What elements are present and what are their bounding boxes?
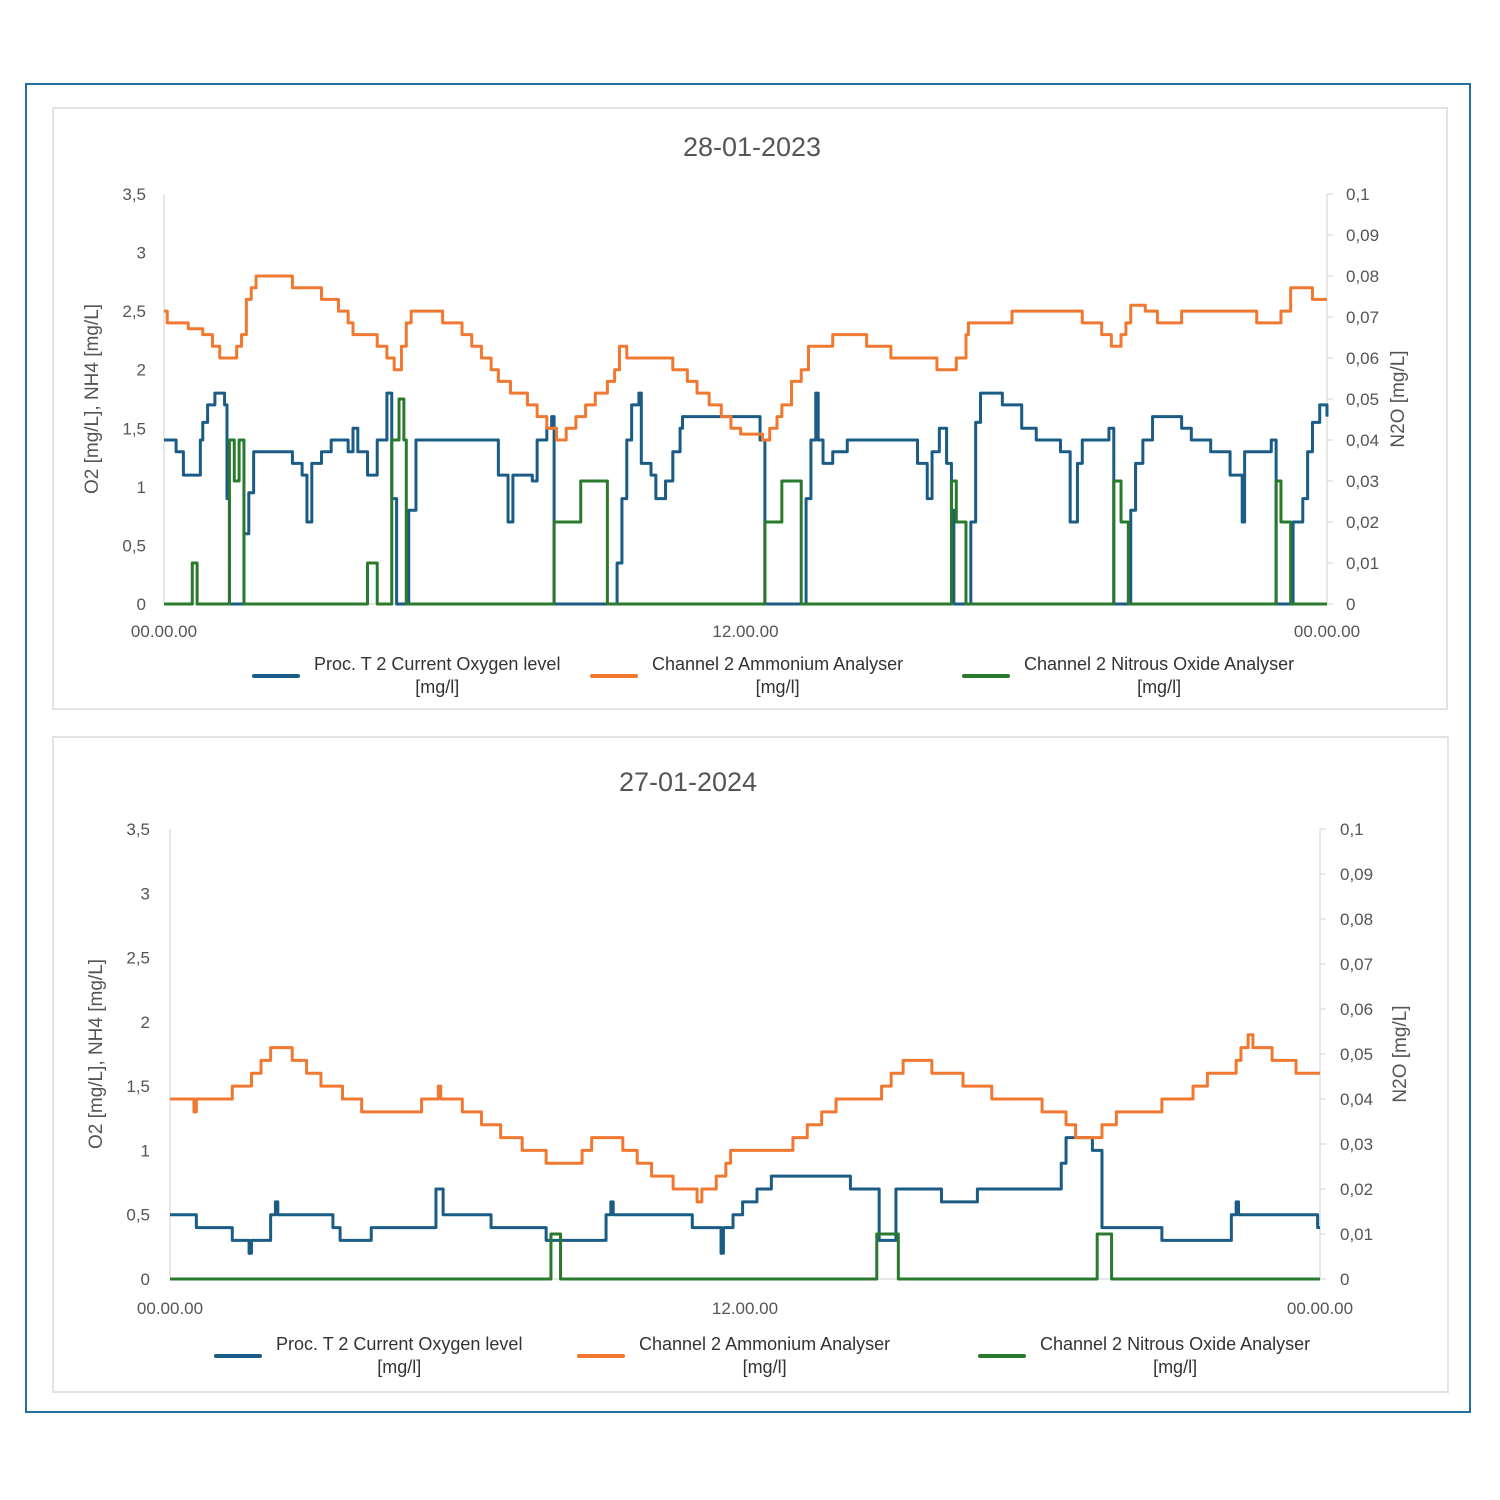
legend-swatch-oxygen (214, 1354, 262, 1358)
legend-label: Channel 2 Nitrous Oxide Analyser (1040, 1334, 1311, 1354)
y-tick-label: 1 (137, 478, 146, 497)
y-tick-label: 3 (141, 884, 150, 903)
legend-item-oxygen: Proc. T 2 Current Oxygen level [mg/l] (252, 653, 560, 699)
y-tick-label: 1 (141, 1141, 150, 1160)
y2-axis-label: N2O [mg/L] (1390, 1005, 1411, 1102)
y2-tick-label: 0,1 (1346, 185, 1370, 204)
y2-tick-label: 0,04 (1340, 1090, 1373, 1109)
y-axis-label: O2 [mg/L], NH4 [mg/L] (86, 959, 107, 1149)
x-tick-label: 00.00.00 (137, 1299, 203, 1318)
series-line-nitrous-oxide (170, 1232, 1320, 1281)
series-line-oxygen (170, 1136, 1320, 1255)
y-tick-label: 3,5 (122, 185, 146, 204)
legend-label-unit: [mg/l] (755, 677, 800, 697)
y2-tick-label: 0,08 (1346, 267, 1379, 286)
y2-tick-label: 0,02 (1340, 1180, 1373, 1199)
y-tick-label: 0 (141, 1270, 150, 1289)
y2-tick-label: 0,09 (1346, 226, 1379, 245)
legend-swatch-nitrous-oxide (962, 674, 1010, 678)
x-tick-label: 00.00.00 (1287, 1299, 1353, 1318)
y2-tick-label: 0 (1346, 595, 1355, 614)
y2-tick-label: 0,02 (1346, 513, 1379, 532)
y-tick-label: 2 (137, 361, 146, 380)
y2-tick-label: 0,01 (1346, 554, 1379, 573)
x-tick-label: 12.00.00 (712, 1299, 778, 1318)
legend-item-nitrous-oxide: Channel 2 Nitrous Oxide Analyser [mg/l] (978, 1333, 1310, 1379)
chart-title: 28-01-2023 (683, 132, 821, 162)
y-tick-label: 0,5 (126, 1206, 150, 1225)
legend-label: Channel 2 Ammonium Analyser (652, 654, 904, 674)
x-tick-label: 00.00.00 (1294, 622, 1360, 641)
y-tick-label: 3 (137, 244, 146, 263)
legend-swatch-nitrous-oxide (978, 1354, 1026, 1358)
x-tick-label: 12.00.00 (712, 622, 778, 641)
legend-label: Proc. T 2 Current Oxygen level (276, 1334, 523, 1354)
legend-label-unit: [mg/l] (1153, 1357, 1198, 1377)
y2-tick-label: 0 (1340, 1270, 1349, 1289)
y2-tick-label: 0,01 (1340, 1225, 1373, 1244)
y2-tick-label: 0,07 (1340, 955, 1373, 974)
legend-item-oxygen: Proc. T 2 Current Oxygen level [mg/l] (214, 1333, 522, 1379)
y-tick-label: 2,5 (126, 949, 150, 968)
y2-tick-label: 0,04 (1346, 431, 1379, 450)
x-tick-label: 00.00.00 (131, 622, 197, 641)
chart-svg-2023: 28-01-2023 0 0,5 1 1,5 2 2,5 3 3,5 0 0,01 0,02 0,03 0… (82, 132, 1409, 641)
legend-swatch-ammonium (590, 674, 638, 678)
series-line-ammonium (170, 1033, 1320, 1204)
legend-item-ammonium: Channel 2 Ammonium Analyser [mg/l] (577, 1333, 890, 1379)
y-tick-label: 2,5 (122, 302, 146, 321)
y2-axis-label: N2O [mg/L] (1388, 350, 1409, 447)
chart-panel-2024: 27-01-2024 0 0,5 1 1,5 2 2,5 3 3,5 0 0,01 0,02 0,03 0… (52, 736, 1449, 1393)
y2-tick-label: 0,1 (1340, 820, 1364, 839)
figure-border (25, 83, 1471, 1413)
legend-label: Channel 2 Ammonium Analyser (639, 1334, 891, 1354)
y2-tick-label: 0,03 (1340, 1135, 1373, 1154)
y2-tick-label: 0,05 (1340, 1045, 1373, 1064)
series-line-ammonium (164, 274, 1327, 442)
y2-tick-label: 0,07 (1346, 308, 1379, 327)
legend-swatch-ammonium (577, 1354, 625, 1358)
chart-panel-2023: 28-01-2023 0 0,5 1 1,5 2 2,5 3 3,5 0 0,01 0,02 0,03 0… (52, 107, 1448, 710)
series-line-oxygen (164, 391, 1329, 606)
legend-label-unit: [mg/l] (742, 1357, 787, 1377)
y-tick-label: 1,5 (122, 419, 146, 438)
y2-tick-label: 0,06 (1340, 1000, 1373, 1019)
chart-svg-2024: 27-01-2024 0 0,5 1 1,5 2 2,5 3 3,5 0 0,01 0,02 0,03 0… (86, 767, 1411, 1318)
y2-tick-label: 0,03 (1346, 472, 1379, 491)
legend-label: Proc. T 2 Current Oxygen level (314, 654, 561, 674)
y-tick-label: 1,5 (126, 1077, 150, 1096)
y-axis-label: O2 [mg/L], NH4 [mg/L] (82, 304, 103, 494)
series-line-nitrous-oxide (164, 397, 1327, 606)
y2-tick-label: 0,09 (1340, 865, 1373, 884)
legend-item-nitrous-oxide: Channel 2 Nitrous Oxide Analyser [mg/l] (962, 653, 1294, 699)
legend-swatch-oxygen (252, 674, 300, 678)
y-tick-label: 0 (137, 595, 146, 614)
y2-tick-label: 0,06 (1346, 349, 1379, 368)
y-tick-label: 0,5 (122, 536, 146, 555)
y-tick-label: 2 (141, 1013, 150, 1032)
chart-title: 27-01-2024 (619, 767, 757, 797)
y2-tick-label: 0,08 (1340, 910, 1373, 929)
y2-tick-label: 0,05 (1346, 390, 1379, 409)
legend-item-ammonium: Channel 2 Ammonium Analyser [mg/l] (590, 653, 903, 699)
legend-label-unit: [mg/l] (1137, 677, 1182, 697)
legend-label-unit: [mg/l] (377, 1357, 422, 1377)
legend-label-unit: [mg/l] (415, 677, 460, 697)
legend-label: Channel 2 Nitrous Oxide Analyser (1024, 654, 1295, 674)
y-tick-label: 3,5 (126, 820, 150, 839)
